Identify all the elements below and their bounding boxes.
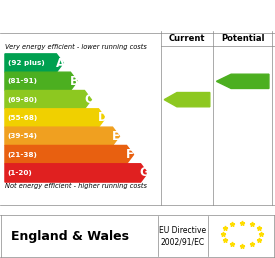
Text: EU Directive
2002/91/EC: EU Directive 2002/91/EC (159, 226, 207, 246)
Text: F: F (126, 148, 134, 161)
Polygon shape (5, 146, 133, 164)
Text: Potential: Potential (221, 34, 265, 43)
Text: (39-54): (39-54) (8, 133, 38, 139)
Text: Not energy efficient - higher running costs: Not energy efficient - higher running co… (5, 183, 147, 189)
Text: (1-20): (1-20) (8, 170, 32, 176)
Text: (55-68): (55-68) (8, 115, 38, 121)
Text: England & Wales: England & Wales (11, 230, 129, 243)
Text: (21-38): (21-38) (8, 152, 38, 158)
Text: G: G (139, 166, 149, 179)
Text: Very energy efficient - lower running costs: Very energy efficient - lower running co… (5, 44, 147, 50)
Text: A: A (56, 57, 65, 69)
Text: D: D (97, 111, 107, 124)
Polygon shape (5, 72, 77, 91)
Text: (81-91): (81-91) (8, 78, 38, 84)
Text: (92 plus): (92 plus) (8, 60, 45, 66)
Polygon shape (5, 164, 147, 182)
Polygon shape (164, 93, 210, 107)
Text: C: C (84, 93, 93, 106)
Text: E: E (112, 130, 120, 143)
Text: (69-80): (69-80) (8, 97, 38, 103)
Text: Energy Efficiency Rating: Energy Efficiency Rating (46, 9, 229, 22)
Text: B: B (70, 75, 79, 88)
Polygon shape (5, 109, 105, 127)
Text: Current: Current (169, 34, 205, 43)
Polygon shape (5, 91, 91, 109)
Polygon shape (5, 54, 63, 72)
Text: 83: 83 (243, 76, 257, 86)
Text: 69: 69 (186, 95, 200, 105)
Polygon shape (5, 127, 119, 146)
Polygon shape (216, 74, 269, 88)
